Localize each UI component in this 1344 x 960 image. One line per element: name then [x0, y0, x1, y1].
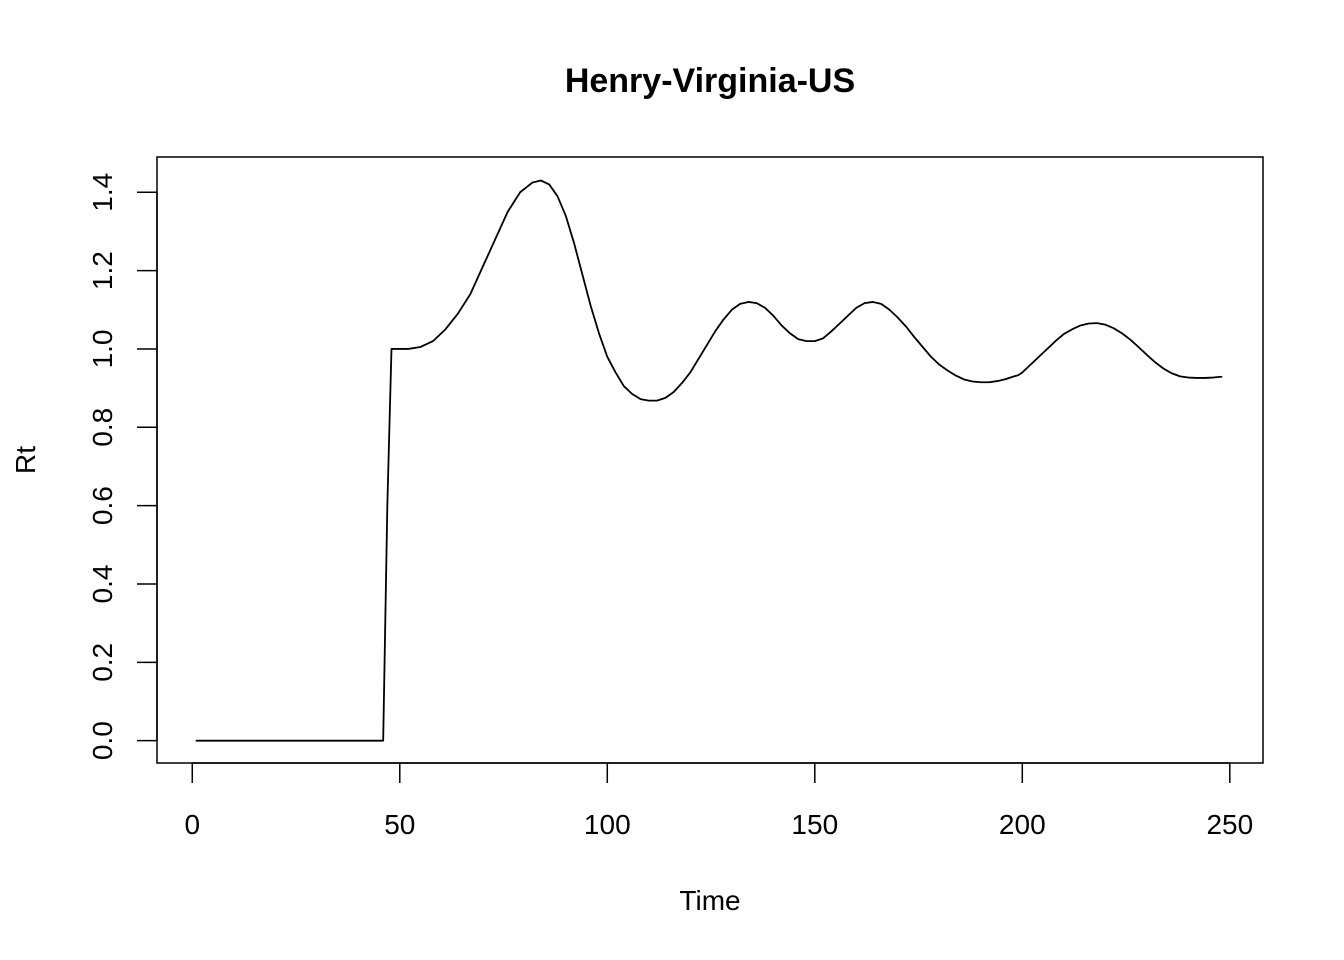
y-tick-label: 1.2: [87, 251, 118, 290]
y-axis: 0.0 0.2 0.4 0.6 0.8 1.0 1.2 1.4: [87, 173, 158, 760]
y-tick-label: 0.0: [87, 721, 118, 760]
x-axis-label: Time: [679, 885, 740, 916]
x-tick-label: 150: [791, 809, 838, 840]
y-tick-label: 0.4: [87, 565, 118, 604]
x-tick-label: 0: [184, 809, 200, 840]
y-tick-label: 1.4: [87, 173, 118, 212]
y-tick-label: 0.2: [87, 643, 118, 682]
y-tick-label: 1.0: [87, 329, 118, 368]
plot-area-frame: [156, 156, 1264, 764]
x-tick-label: 50: [384, 809, 415, 840]
y-tick-label: 0.8: [87, 408, 118, 447]
x-axis: 0 50 100 150 200 250: [184, 762, 1253, 840]
y-axis-label: Rt: [10, 446, 41, 474]
x-tick-label: 250: [1206, 809, 1253, 840]
x-tick-label: 200: [999, 809, 1046, 840]
rt-series-line: [195, 179, 1223, 742]
y-tick-label: 0.6: [87, 486, 118, 525]
chart-title: Henry-Virginia-US: [565, 62, 855, 100]
x-tick-label: 100: [584, 809, 631, 840]
